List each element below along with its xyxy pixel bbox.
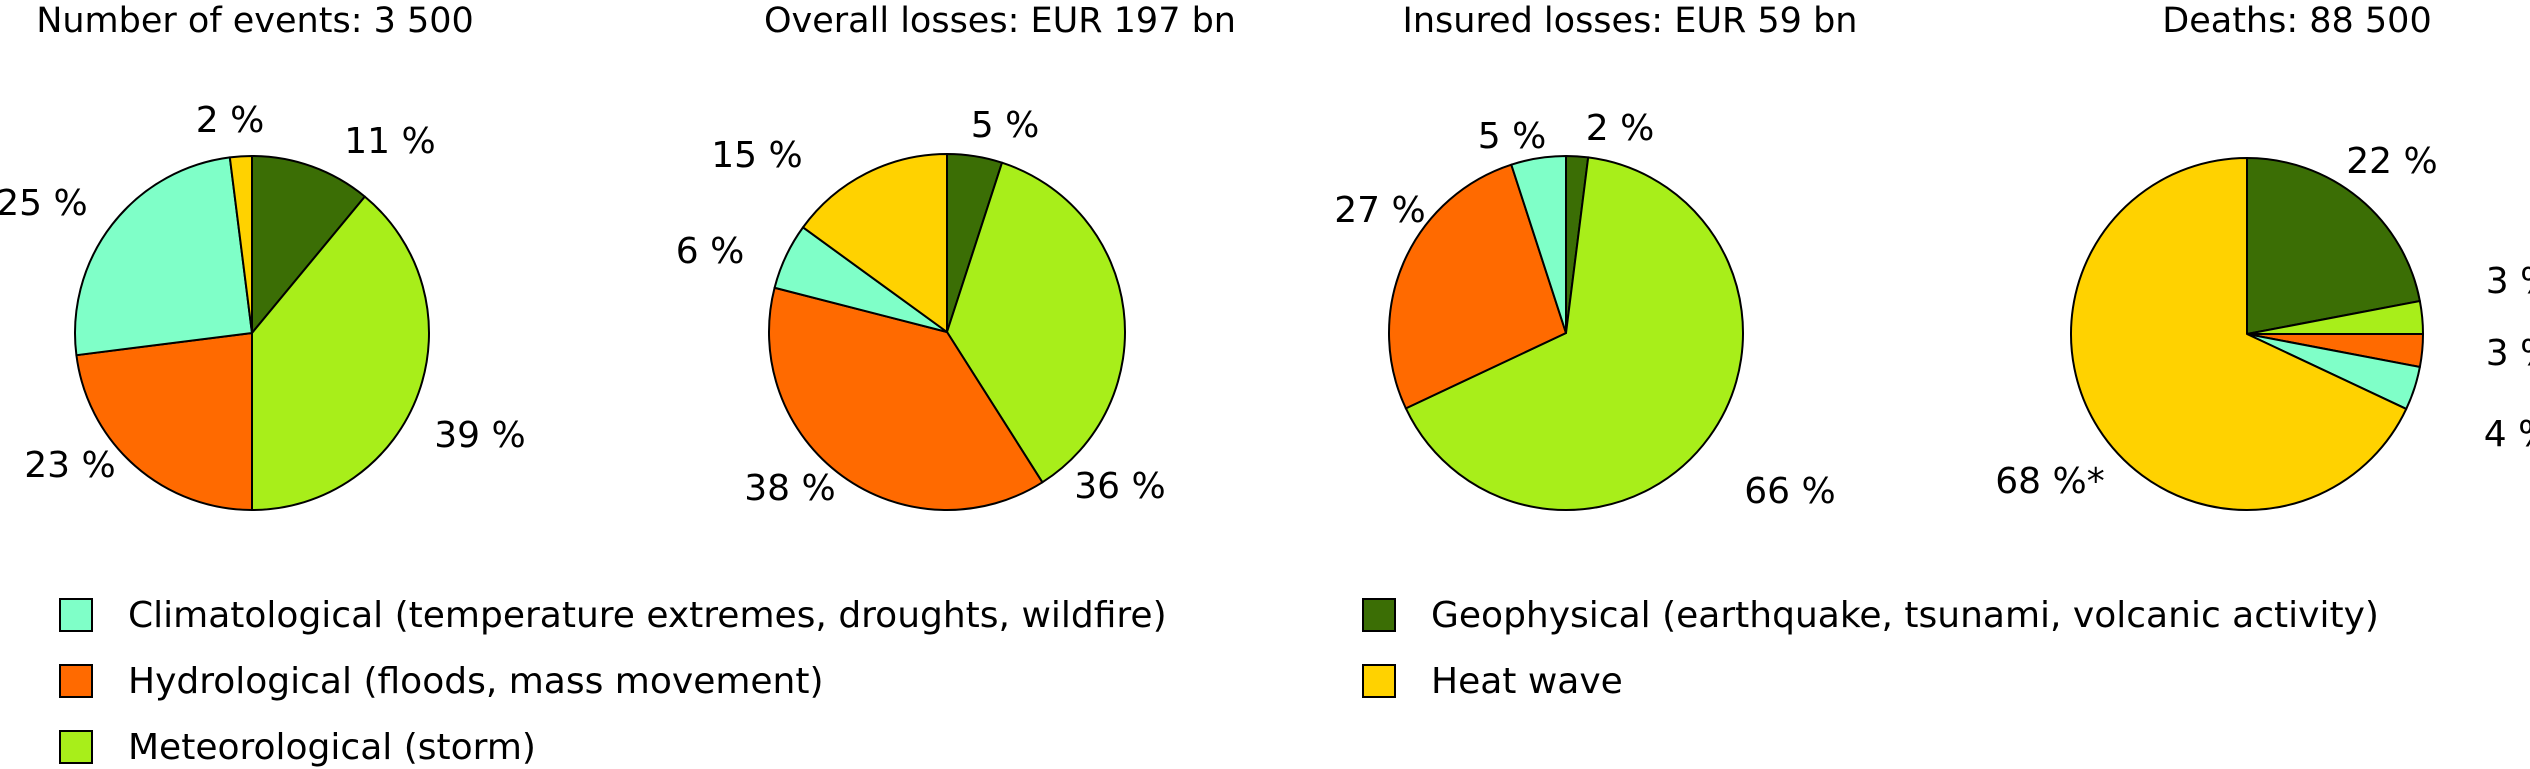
slice-label-meteorological: 36 % (1074, 466, 1165, 507)
pie-slice-climatological (74, 156, 253, 357)
legend-item-heatwave: Heat wave (1362, 661, 1623, 702)
slice-label-climatological: 25 % (0, 183, 88, 224)
slice-label-geophysical: 22 % (2346, 141, 2437, 182)
slice-label-geophysical: 11 % (344, 121, 435, 162)
legend-swatch-meteorological (59, 730, 93, 764)
chart-title: Deaths: 88 500 (2162, 1, 2431, 41)
chart-title: Number of events: 3 500 (36, 1, 474, 41)
legend-item-meteorological: Meteorological (storm) (59, 727, 536, 768)
pie-chart: Overall losses: EUR 197 bn 5 % 36 % 38 % 6 %… (676, 1, 1236, 511)
pie-slice-climatological (1510, 155, 1567, 334)
legend-label-geophysical: Geophysical (earthquake, tsunami, volcan… (1431, 595, 2379, 636)
legend-item-geophysical: Geophysical (earthquake, tsunami, volcan… (1362, 595, 2379, 636)
legend-swatch-heatwave (1362, 664, 1396, 698)
slice-label-geophysical: 2 % (1586, 108, 1655, 149)
pie-slice-heatwave (801, 153, 948, 333)
slice-label-hydrological: 3 % (2486, 333, 2530, 374)
legend-swatch-hydrological (59, 664, 93, 698)
chart-title: Overall losses: EUR 197 bn (764, 1, 1236, 41)
slice-label-heatwave: 2 % (196, 100, 265, 141)
pie-slice-meteorological (1404, 156, 1744, 511)
slice-label-climatological: 5 % (1478, 116, 1547, 157)
slice-label-meteorological: 66 % (1744, 471, 1835, 512)
legend-label-climatological: Climatological (temperature extremes, dr… (128, 595, 1167, 636)
slice-label-heatwave: 15 % (711, 135, 802, 176)
slice-label-climatological: 4 % (2484, 414, 2530, 455)
legend-swatch-climatological (59, 598, 93, 632)
pie-slice-meteorological (251, 195, 430, 511)
pie-slice-heatwave (2070, 157, 2408, 511)
chart-title: Insured losses: EUR 59 bn (1403, 1, 1858, 41)
pie-slice-geophysical (2246, 157, 2421, 335)
legend-label-heatwave: Heat wave (1431, 661, 1623, 702)
slice-label-geophysical: 5 % (971, 105, 1040, 146)
pie-slice-hydrological (75, 332, 253, 511)
slice-label-meteorological: 3 % (2486, 261, 2530, 302)
legend-item-climatological: Climatological (temperature extremes, dr… (59, 595, 1167, 636)
legend-label-hydrological: Hydrological (floods, mass movement) (128, 661, 824, 702)
pie-chart: Number of events: 3 500 11 % 39 % 23 % 25 % 2… (0, 1, 526, 511)
legend-swatch-geophysical (1362, 598, 1396, 632)
slice-label-hydrological: 38 % (744, 468, 835, 509)
slice-label-hydrological: 23 % (24, 445, 115, 486)
pie-slice-heatwave (228, 155, 253, 334)
slice-label-climatological: 6 % (676, 231, 745, 272)
slice-label-meteorological: 39 % (434, 415, 525, 456)
slice-label-heatwave: 68 %* (1995, 461, 2104, 502)
legend-item-hydrological: Hydrological (floods, mass movement) (59, 661, 824, 702)
pie-slice-hydrological (1388, 163, 1567, 410)
legend: Climatological (temperature extremes, dr… (59, 595, 2379, 768)
legend-label-meteorological: Meteorological (storm) (128, 727, 536, 768)
pie-slice-hydrological (767, 286, 1044, 511)
pie-chart: Deaths: 88 500 22 % 3 % 3 % 4 % 68 %* (1995, 1, 2530, 511)
pie-charts: Number of events: 3 500 11 % 39 % 23 % 25 % 2… (0, 1, 2530, 512)
pie-slice-geophysical (251, 155, 366, 334)
pie-slice-meteorological (946, 161, 1126, 484)
slice-label-hydrological: 27 % (1334, 190, 1425, 231)
pie-chart: Insured losses: EUR 59 bn 2 % 66 % 27 % 5 % (1334, 1, 1857, 512)
